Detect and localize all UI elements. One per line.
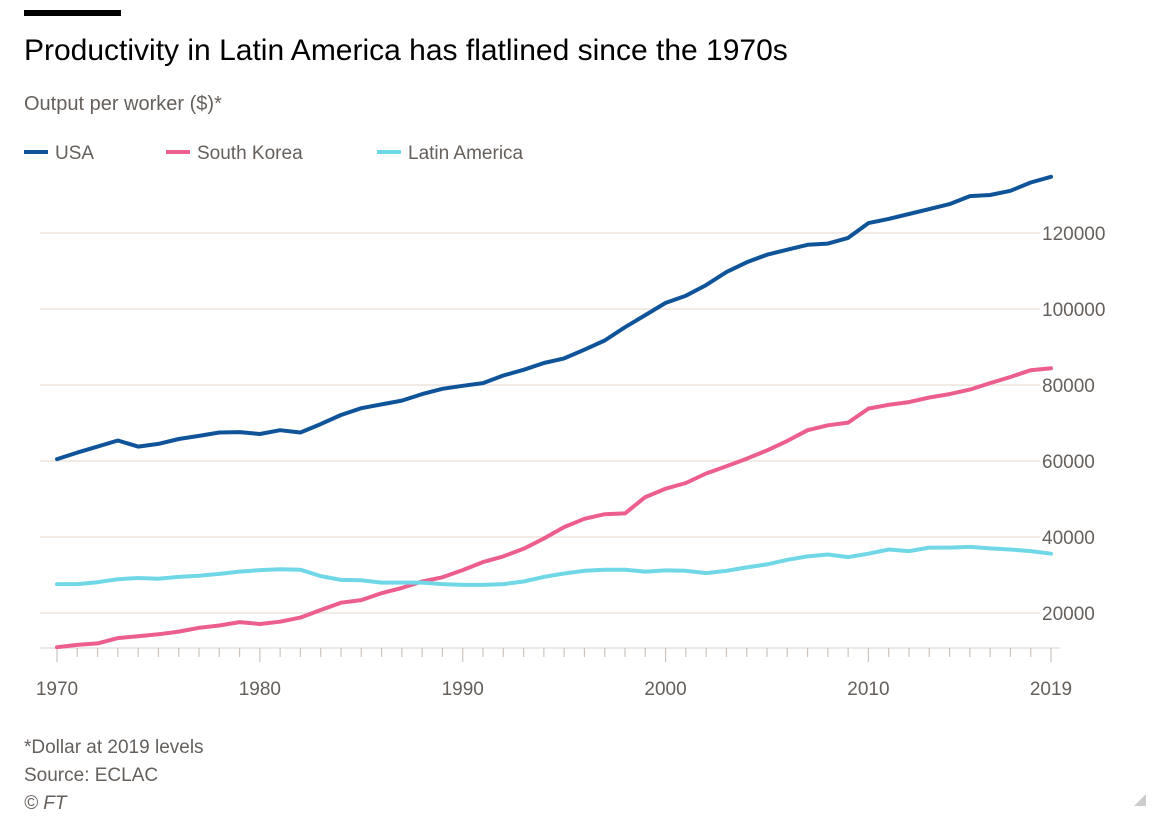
y-tick-label: 120000 bbox=[1042, 224, 1105, 245]
y-tick-label: 40000 bbox=[1042, 528, 1095, 549]
series-line-south-korea bbox=[55, 366, 1053, 650]
x-tick-label: 1990 bbox=[442, 679, 484, 700]
y-tick-label: 60000 bbox=[1042, 452, 1095, 473]
legend-label: Latin America bbox=[408, 143, 524, 164]
legend: USA South Korea Latin America bbox=[24, 143, 524, 164]
y-axis: 20000 40000 60000 80000 100000 120000 bbox=[1042, 224, 1105, 625]
resize-handle-icon bbox=[1134, 794, 1146, 806]
series-line-latin-america bbox=[55, 544, 1053, 587]
series-lines bbox=[55, 174, 1053, 650]
y-tick-label: 20000 bbox=[1042, 604, 1095, 625]
source-note: Source: ECLAC bbox=[24, 765, 158, 786]
footnote: *Dollar at 2019 levels bbox=[24, 737, 204, 758]
series-line-usa bbox=[55, 174, 1053, 462]
ft-credit: © FT bbox=[24, 793, 68, 814]
y-tick-label: 100000 bbox=[1042, 300, 1105, 321]
x-axis: 1970 1980 1990 2000 2010 2019 bbox=[36, 647, 1072, 700]
chart-title: Productivity in Latin America has flatli… bbox=[24, 34, 788, 67]
x-tick-label: 2010 bbox=[847, 679, 889, 700]
legend-label: South Korea bbox=[197, 143, 303, 164]
header-bar bbox=[24, 10, 121, 16]
x-tick-label: 2000 bbox=[644, 679, 686, 700]
x-tick-label: 2019 bbox=[1030, 679, 1072, 700]
y-tick-label: 80000 bbox=[1042, 376, 1095, 397]
x-tick-label: 1970 bbox=[36, 679, 78, 700]
chart-subtitle: Output per worker ($)* bbox=[24, 93, 222, 115]
legend-label: USA bbox=[55, 143, 94, 164]
x-tick-label: 1980 bbox=[239, 679, 281, 700]
gridlines bbox=[40, 232, 1040, 614]
